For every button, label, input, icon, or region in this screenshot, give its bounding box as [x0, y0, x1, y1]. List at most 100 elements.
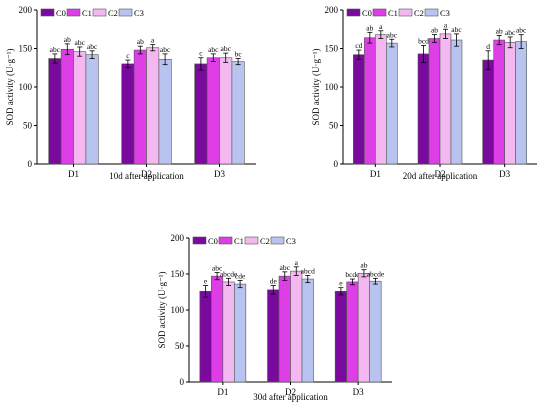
significance-letter: de	[270, 277, 278, 286]
bar-c2-d1	[73, 51, 87, 165]
legend-label: C1	[388, 8, 398, 18]
bar-c2-d2	[146, 47, 160, 165]
significance-letter: abc	[212, 264, 223, 273]
legend-label: C3	[440, 8, 450, 18]
y-tick-label: 0	[180, 377, 185, 387]
legend-label: C3	[286, 236, 296, 246]
bar-c0-d1	[353, 54, 365, 165]
bar-c1-d3	[493, 39, 505, 165]
significance-letter: abc	[451, 25, 462, 34]
significance-letter: bcde	[345, 270, 360, 279]
legend-swatch-c0	[40, 8, 55, 17]
legend-label: C2	[260, 236, 270, 246]
significance-letter: ab	[360, 261, 367, 270]
y-tick-label: 0	[28, 159, 33, 169]
panel-caption: 20d after application	[403, 171, 478, 181]
x-tick-label: D1	[370, 169, 381, 179]
y-axis-label: SOD activity (U·g⁻¹)	[5, 49, 15, 126]
x-tick-label: D3	[214, 169, 225, 179]
x-tick-label: D1	[217, 387, 228, 397]
bar-c2-d1	[222, 281, 235, 383]
significance-letter: abc	[50, 45, 61, 54]
significance-letter: abc	[505, 28, 516, 37]
legend-label: C2	[108, 8, 118, 18]
legend-label: C0	[208, 236, 218, 246]
y-tick-label: 50	[23, 121, 33, 131]
bar-c2-d3	[504, 42, 516, 165]
y-tick-label: 150	[171, 269, 185, 279]
bar-c3-d1	[386, 42, 398, 165]
y-tick-label: 100	[171, 305, 185, 315]
bar-c1-d1	[211, 275, 224, 383]
bar-c1-d1	[364, 37, 376, 165]
legend-label: C3	[134, 8, 144, 18]
significance-letter: abc	[87, 42, 98, 51]
bar-c2-d3	[357, 272, 370, 383]
legend-label: C0	[56, 8, 66, 18]
significance-letter: ab	[431, 26, 438, 35]
x-tick-label: D2	[141, 169, 152, 179]
significance-letter: a	[379, 22, 383, 31]
y-tick-label: 50	[175, 341, 185, 351]
y-tick-label: 100	[19, 82, 33, 92]
x-tick-label: D2	[285, 387, 296, 397]
significance-letter: abc	[74, 38, 85, 47]
panel-caption: 10d after application	[109, 171, 184, 181]
legend-swatch-c2	[398, 8, 413, 17]
y-tick-label: 150	[325, 44, 339, 54]
y-axis-label: SOD activity (U·g⁻¹)	[157, 272, 167, 349]
legend: C0 C1 C2 C3	[192, 236, 296, 246]
x-tick-label: D1	[68, 169, 79, 179]
x-tick-label: D3	[499, 169, 510, 179]
legend-label: C1	[234, 236, 244, 246]
bar-c1-d3	[206, 57, 220, 165]
legend-label: C2	[414, 8, 424, 18]
bar-c0-d1	[199, 290, 212, 383]
bar-c2-d2	[290, 270, 303, 383]
legend-swatch-c1	[218, 236, 233, 245]
bar-c3-d2	[158, 58, 172, 165]
significance-letter: cde	[235, 271, 246, 280]
x-tick-label: D3	[353, 387, 364, 397]
x-tick-label: D2	[435, 169, 446, 179]
bar-c0-d3	[194, 63, 208, 165]
significance-letter: abc	[160, 45, 171, 54]
bar-c1-d2	[428, 38, 441, 165]
bar-c2-d3	[219, 57, 233, 165]
significance-letter: c	[199, 49, 203, 58]
bar-c1-d2	[133, 49, 147, 165]
significance-letter: a	[444, 20, 448, 29]
legend-swatch-c0	[192, 236, 207, 245]
bar-c0-d3	[334, 290, 347, 383]
bar-c0-d1	[48, 58, 62, 165]
legend-label: C1	[82, 8, 92, 18]
y-tick-label: 0	[334, 159, 339, 169]
significance-letter: abcde	[367, 269, 385, 278]
legend-swatch-c3	[118, 8, 133, 17]
y-tick-label: 150	[19, 44, 33, 54]
y-tick-label: 100	[325, 82, 339, 92]
significance-letter: e	[339, 279, 343, 288]
significance-letter: ab	[366, 23, 373, 32]
bar-c1-d3	[346, 281, 359, 383]
bar-c1-d1	[60, 48, 74, 165]
legend-swatch-c3	[270, 236, 285, 245]
y-tick-label: 50	[329, 121, 339, 131]
bar-c0-d2	[267, 289, 280, 383]
significance-letter: bcd	[418, 36, 429, 45]
significance-letter: abcd	[301, 266, 315, 275]
y-tick-label: 200	[19, 5, 33, 15]
y-tick-label: 200	[171, 233, 185, 243]
legend-swatch-c1	[66, 8, 81, 17]
legend: C0 C1 C2 C3	[40, 8, 144, 18]
significance-letter: d	[486, 42, 490, 51]
legend-swatch-c1	[372, 8, 387, 17]
significance-letter: bc	[235, 50, 243, 59]
legend-swatch-c2	[92, 8, 107, 17]
significance-letter: abc	[280, 263, 291, 272]
significance-letter: abc	[516, 26, 527, 35]
legend-swatch-c2	[244, 236, 259, 245]
